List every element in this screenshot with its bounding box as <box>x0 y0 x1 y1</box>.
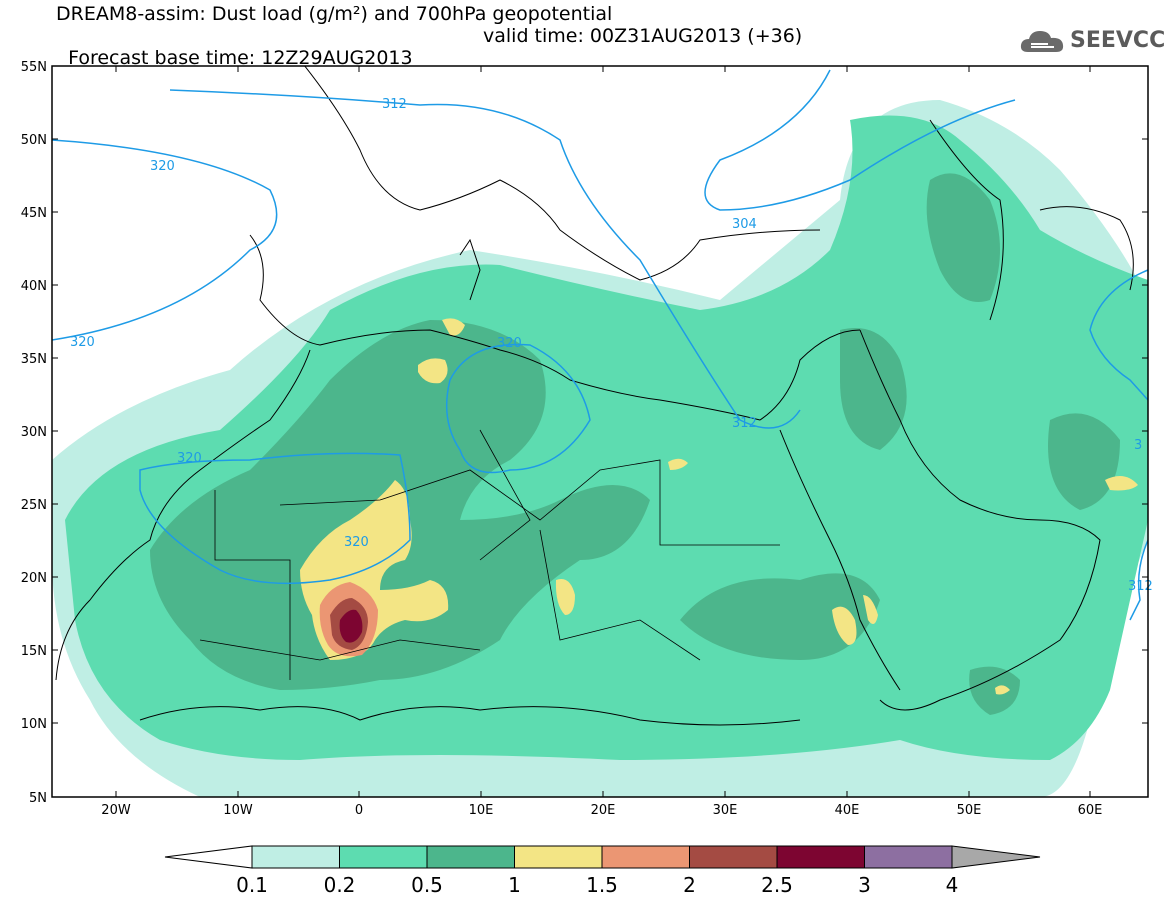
logo-text: SEEVCCC <box>1070 28 1165 53</box>
colorbar-swatch <box>864 845 953 869</box>
lon-label: 50E <box>957 803 982 818</box>
lon-label: 0 <box>355 803 363 818</box>
colorbar-label: 2 <box>683 873 696 897</box>
colorbar-high-arrow <box>951 845 1041 869</box>
lon-label: 20W <box>101 803 131 818</box>
lat-label: 15N <box>21 644 47 659</box>
lat-label: 25N <box>21 498 47 513</box>
colorbar-swatch <box>426 845 515 869</box>
colorbar-label: 4 <box>945 873 959 897</box>
colorbar-swatch <box>339 845 428 869</box>
lon-axis: 20W 10W 0 10E 20E 30E 40E 50E 60E <box>101 66 1102 818</box>
lon-label: 30E <box>713 803 738 818</box>
contour-label: 312 <box>1128 579 1153 594</box>
lat-label: 20N <box>21 571 47 586</box>
map-title: DREAM8-assim: Dust load (g/m²) and 700hP… <box>56 3 613 25</box>
contour-label: 320 <box>497 336 522 351</box>
forecast-base-time: Forecast base time: 12Z29AUG2013 valid t… <box>56 25 802 91</box>
colorbar <box>164 845 1041 869</box>
contour-label: 320 <box>344 535 369 550</box>
colorbar-label: 3 <box>858 873 871 897</box>
country-borders <box>55 66 1134 726</box>
contour-label: 320 <box>150 159 175 174</box>
valid-time-text: valid time: 00Z31AUG2013 (+36) <box>483 25 803 47</box>
colorbar-label: 1.5 <box>586 873 618 897</box>
lon-label: 20E <box>591 803 616 818</box>
lon-label: 40E <box>835 803 860 818</box>
contour-label: 304 <box>732 217 757 232</box>
contour-label: 312 <box>382 97 407 112</box>
cloud-icon <box>1020 31 1064 52</box>
colorbar-swatch <box>689 845 778 869</box>
colorbar-label: 0.2 <box>323 873 356 897</box>
lon-label: 60E <box>1078 803 1103 818</box>
colorbar-swatch <box>251 845 340 869</box>
lat-axis: 55N 50N 45N 40N 35N 30N 25N 20N 15N 10N … <box>21 60 1148 806</box>
lat-label: 45N <box>21 206 47 221</box>
contour-label: 3 <box>1134 438 1142 453</box>
colorbar-low-arrow <box>164 845 253 869</box>
lat-label: 40N <box>21 279 47 294</box>
contour-label: 312 <box>732 416 757 431</box>
lat-label: 30N <box>21 425 47 440</box>
lat-label: 50N <box>21 133 47 148</box>
colorbar-label: 1 <box>508 873 521 897</box>
dust-load-field <box>52 100 1148 797</box>
colorbar-swatch <box>514 845 603 869</box>
contour-label: 320 <box>177 451 202 466</box>
colorbar-label: 0.1 <box>236 873 268 897</box>
seevccc-logo: SEEVCCC <box>1018 26 1165 58</box>
contour-label: 320 <box>70 335 95 350</box>
lon-label: 10W <box>223 803 253 818</box>
contour-labels: 312 320 320 320 320 320 312 304 312 3 <box>70 97 1153 594</box>
colorbar-swatch <box>776 845 865 869</box>
lon-label: 10E <box>469 803 494 818</box>
colorbar-swatch <box>601 845 690 869</box>
lat-label: 55N <box>21 60 47 75</box>
lat-label: 5N <box>29 791 47 806</box>
lat-label: 10N <box>21 717 47 732</box>
colorbar-label: 0.5 <box>411 873 443 897</box>
colorbar-label: 2.5 <box>761 873 793 897</box>
lat-label: 35N <box>21 352 47 367</box>
base-time-text: Forecast base time: 12Z29AUG2013 <box>68 47 413 69</box>
geopotential-contours <box>52 69 1148 621</box>
